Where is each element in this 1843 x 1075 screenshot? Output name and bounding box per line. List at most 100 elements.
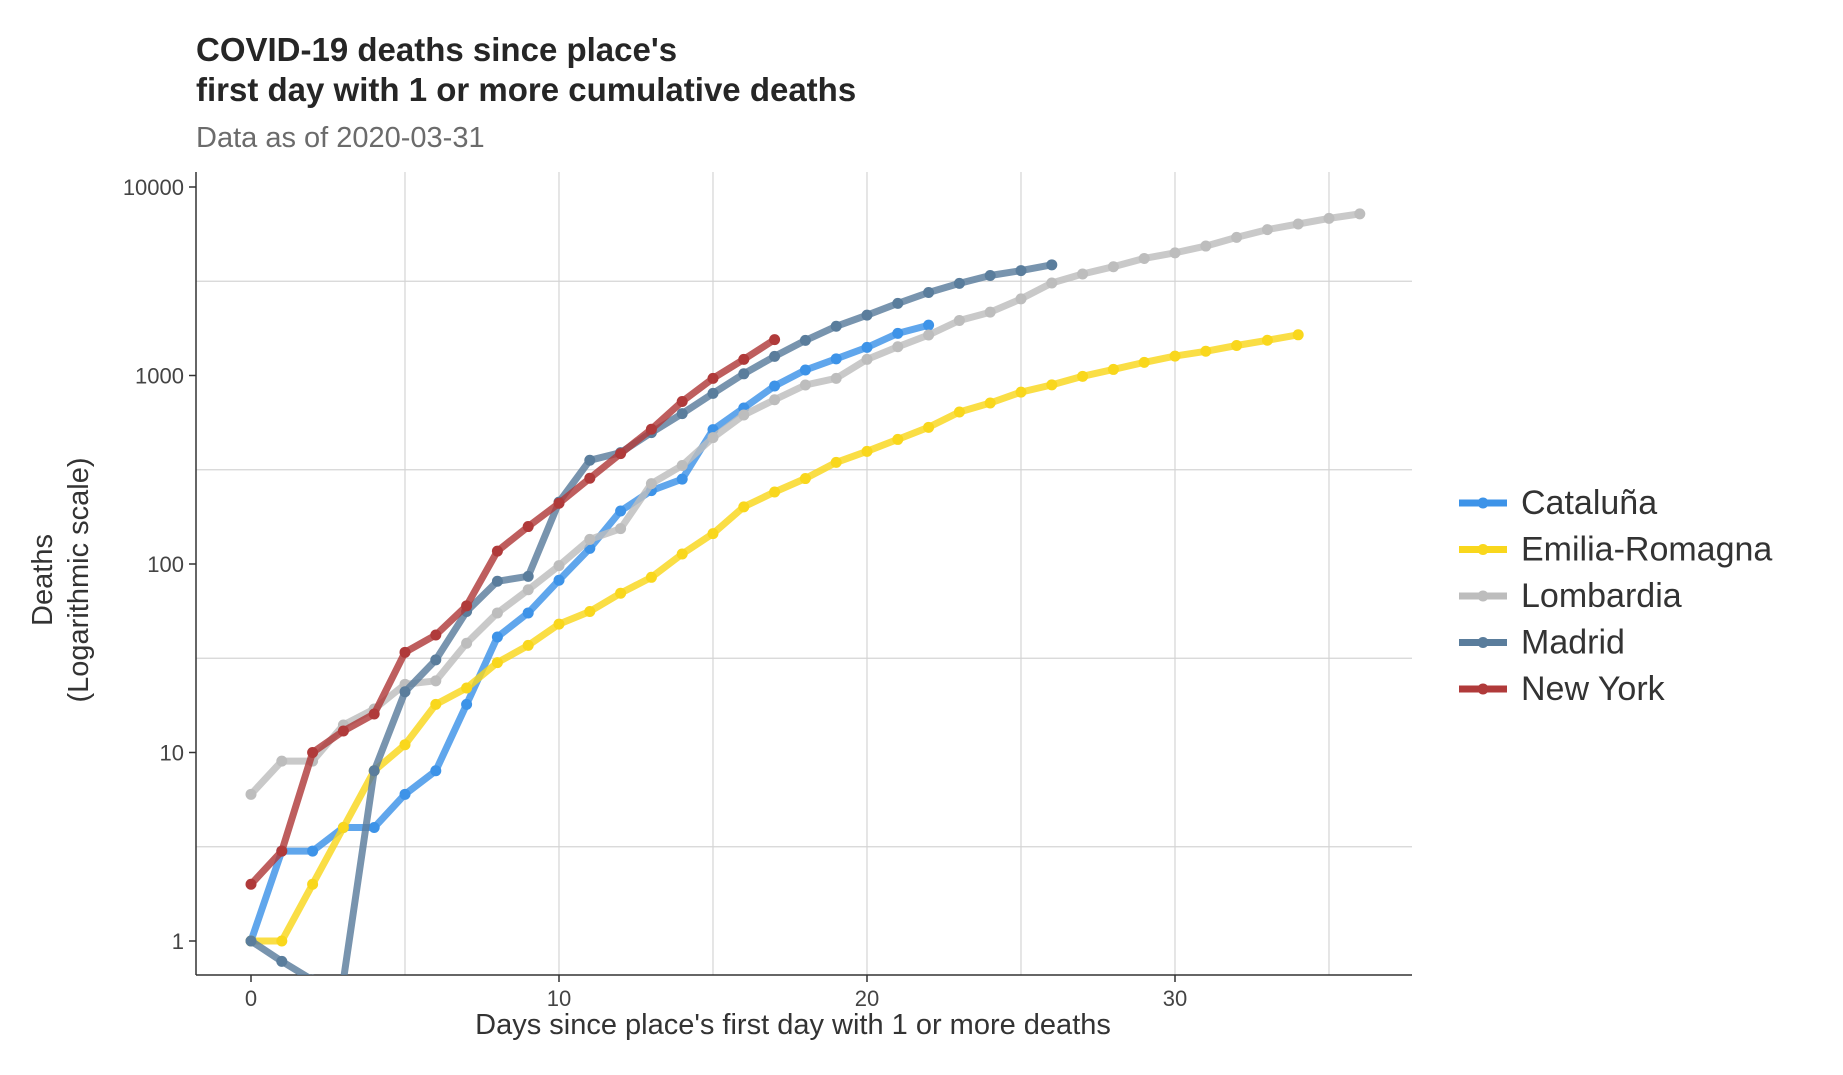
x-tick-label: 30 xyxy=(1163,986,1187,1011)
data-point xyxy=(676,395,688,407)
data-point xyxy=(676,548,688,560)
data-point xyxy=(615,505,627,517)
series-line-madrid xyxy=(249,261,1053,975)
data-point xyxy=(830,320,842,332)
chart-title-line2: first day with 1 or more cumulative deat… xyxy=(196,71,857,108)
data-point xyxy=(1138,356,1150,368)
legend-key-point xyxy=(1477,683,1489,695)
data-point xyxy=(1231,339,1243,351)
data-point xyxy=(461,682,473,694)
data-point xyxy=(430,654,442,666)
data-point xyxy=(276,845,288,857)
data-point xyxy=(461,637,473,649)
data-point xyxy=(491,575,503,587)
data-point xyxy=(1107,261,1119,273)
data-point xyxy=(1107,363,1119,375)
data-point xyxy=(461,698,473,710)
data-point xyxy=(584,605,596,617)
data-point xyxy=(645,423,657,435)
y-tick-label: 1 xyxy=(172,929,184,954)
series-line-emilia-romagna xyxy=(251,331,1299,945)
data-point xyxy=(769,350,781,362)
data-point xyxy=(1015,293,1027,305)
series-line-lombardia xyxy=(248,210,1361,797)
data-point xyxy=(615,587,627,599)
data-point xyxy=(676,460,688,472)
data-point xyxy=(245,878,257,890)
data-point xyxy=(491,545,503,557)
data-point xyxy=(861,353,873,365)
data-point xyxy=(984,397,996,409)
data-point xyxy=(276,955,288,967)
data-point xyxy=(923,319,935,331)
data-point xyxy=(738,501,750,513)
data-point xyxy=(892,341,904,353)
data-point xyxy=(1354,208,1366,220)
data-point xyxy=(522,570,534,582)
data-point xyxy=(461,600,473,612)
data-point xyxy=(1292,329,1304,341)
data-point xyxy=(522,521,534,533)
y-tick-label: 10000 xyxy=(123,175,184,200)
y-axis-label-line2: (Logarithmic scale) xyxy=(63,458,95,703)
data-point xyxy=(707,387,719,399)
legend-label: Lombardia xyxy=(1521,577,1682,615)
data-point xyxy=(861,309,873,321)
series-madrid xyxy=(245,259,1058,975)
y-tick-label: 10 xyxy=(160,741,184,766)
data-point xyxy=(368,708,380,720)
data-point xyxy=(645,478,657,490)
data-point xyxy=(1015,265,1027,277)
series-line-new-york xyxy=(248,336,777,887)
y-tick-label: 1000 xyxy=(135,364,184,389)
data-point xyxy=(522,584,534,596)
data-point xyxy=(491,631,503,643)
data-point xyxy=(491,657,503,669)
data-point xyxy=(1261,224,1273,236)
data-point xyxy=(307,747,319,758)
data-point xyxy=(769,486,781,498)
data-point xyxy=(337,822,349,834)
data-point xyxy=(522,639,534,651)
data-point xyxy=(892,433,904,445)
legend-item-new-york: New York xyxy=(1459,670,1666,708)
data-point xyxy=(584,454,596,466)
data-point xyxy=(769,380,781,392)
data-point xyxy=(430,698,442,710)
data-point xyxy=(923,421,935,433)
legend-item-lombardia: Lombardia xyxy=(1459,577,1682,615)
data-point xyxy=(430,675,442,687)
data-point xyxy=(769,334,781,346)
data-point xyxy=(368,822,380,834)
data-point xyxy=(645,571,657,583)
data-point xyxy=(707,528,719,540)
legend-key-point xyxy=(1477,497,1489,509)
series-lombardia xyxy=(245,208,1366,800)
legend: Cataluña Emilia-Romagna Lombardia Madrid New… xyxy=(1459,484,1772,708)
data-point xyxy=(399,788,411,800)
series-line-catalu-a xyxy=(247,321,930,943)
y-tick-label: 100 xyxy=(147,552,184,577)
data-point xyxy=(769,394,781,406)
data-point xyxy=(1169,247,1181,259)
data-point xyxy=(1200,345,1212,357)
data-point xyxy=(738,353,750,365)
data-point xyxy=(341,974,346,975)
data-point xyxy=(1138,252,1150,264)
y-axis-label-line1: Deaths xyxy=(27,534,59,626)
data-point xyxy=(1046,379,1058,391)
legend-item-madrid: Madrid xyxy=(1459,624,1625,662)
data-point xyxy=(307,878,319,890)
data-point xyxy=(1231,231,1243,243)
data-point xyxy=(676,408,688,420)
legend-label: New York xyxy=(1521,670,1666,708)
data-point xyxy=(1323,212,1335,224)
data-point xyxy=(953,406,965,418)
data-point xyxy=(799,334,811,346)
data-point xyxy=(553,574,565,586)
data-point xyxy=(368,765,380,777)
data-point xyxy=(1200,240,1212,252)
data-point xyxy=(830,372,842,384)
data-point xyxy=(830,456,842,468)
